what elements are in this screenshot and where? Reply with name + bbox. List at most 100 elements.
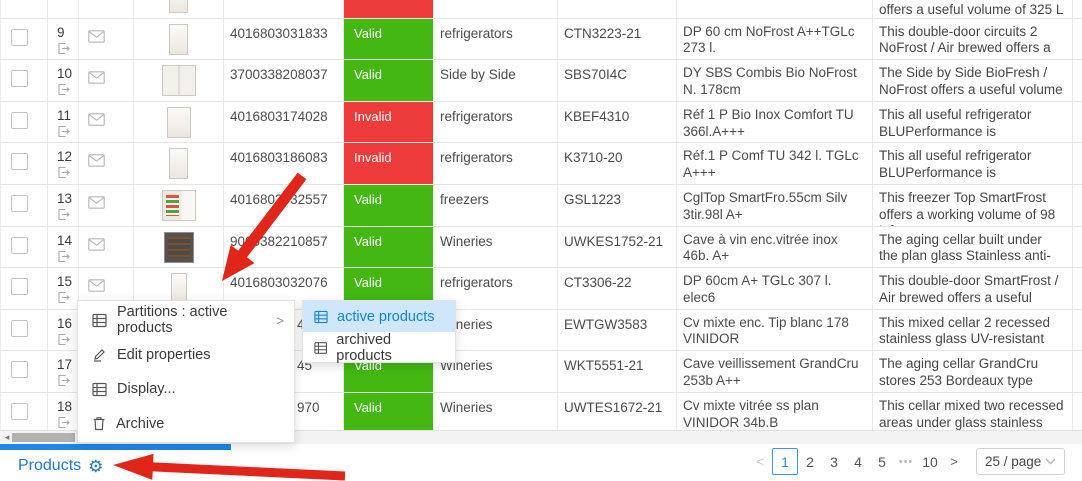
long-description-cell: This all useful refrigerator BLUPerforma… xyxy=(873,101,1073,143)
row-number-cell: 14 xyxy=(48,226,79,268)
status-cell: Valid xyxy=(344,18,434,60)
category-cell xyxy=(434,0,558,18)
next-page-button[interactable]: > xyxy=(950,454,958,469)
export-icon[interactable] xyxy=(57,125,70,138)
row-checkbox[interactable] xyxy=(11,153,28,171)
thumbnail-cell xyxy=(134,60,224,101)
row-number-cell: 16 xyxy=(48,309,79,351)
status-cell: Valid xyxy=(344,392,434,434)
export-icon[interactable] xyxy=(57,208,70,221)
long-description-cell: This cellar mixed two recessed areas und… xyxy=(873,392,1073,434)
export-icon[interactable] xyxy=(57,42,70,55)
page-button-1[interactable]: 1 xyxy=(772,448,798,475)
row-number: 17 xyxy=(57,357,73,373)
row-checkbox[interactable] xyxy=(11,28,28,46)
envelope-icon[interactable] xyxy=(88,29,105,43)
row-checkbox[interactable] xyxy=(11,402,28,420)
pencil-icon xyxy=(94,349,105,362)
table-row: 10 3700338208037 Valid Side by Side SBS7… xyxy=(1,60,1082,102)
table-row: 14 9005382210857 Valid Wineries UWKES175… xyxy=(1,226,1082,269)
ellipsis-icon[interactable]: ••• xyxy=(898,455,914,468)
row-number: 18 xyxy=(57,398,73,414)
product-thumbnail[interactable] xyxy=(169,0,188,13)
description-cell xyxy=(677,0,873,18)
description-cell: Réf.1 P Comf TU 342 l. TGLc A+++ xyxy=(677,143,873,184)
product-thumbnail[interactable] xyxy=(166,106,191,138)
envelope-icon[interactable] xyxy=(88,113,105,126)
row-checkbox[interactable] xyxy=(11,70,28,88)
prev-page-button[interactable]: < xyxy=(756,454,764,469)
product-thumbnail[interactable] xyxy=(169,23,188,55)
long-description-cell: offers a useful volume of 325 L to a xyxy=(873,0,1073,18)
row-checkbox[interactable] xyxy=(11,194,28,212)
footer-bar: Products ⚙ < 1 2 3 4 5 ••• 10 > 25 / pag… xyxy=(0,444,1082,481)
export-icon[interactable] xyxy=(57,374,70,387)
export-icon[interactable] xyxy=(57,250,70,263)
products-label[interactable]: Products xyxy=(18,457,82,474)
product-thumbnail[interactable] xyxy=(161,189,196,221)
product-thumbnail[interactable] xyxy=(169,148,188,180)
chevron-right-icon: > xyxy=(276,312,284,328)
page-button-5[interactable]: 5 xyxy=(878,453,886,470)
export-icon[interactable] xyxy=(57,333,70,346)
table-icon xyxy=(314,341,327,354)
thumbnail-cell xyxy=(134,0,224,18)
row-number: 15 xyxy=(57,274,73,290)
context-menu: Partitions : active products > Edit prop… xyxy=(77,300,295,443)
gear-icon[interactable]: ⚙ xyxy=(88,456,104,476)
row-select-cell xyxy=(1,101,48,143)
status-badge: Valid xyxy=(344,226,433,268)
envelope-icon[interactable] xyxy=(88,71,105,84)
row-number: 10 xyxy=(57,66,73,82)
scrollbar-thumb[interactable] xyxy=(12,433,75,442)
row-checkbox[interactable] xyxy=(11,111,28,129)
row-checkbox[interactable] xyxy=(11,361,28,379)
table-icon xyxy=(92,382,107,396)
scroll-left-button[interactable]: ◂ xyxy=(4,432,10,442)
long-description-cell: This double-door SmartFrost / Air brewed… xyxy=(873,268,1073,309)
export-icon[interactable] xyxy=(57,83,70,96)
status-badge: Valid xyxy=(344,18,433,60)
envelope-icon[interactable] xyxy=(88,237,105,251)
menu-item-edit-properties[interactable]: Edit properties xyxy=(78,338,294,373)
row-checkbox[interactable] xyxy=(11,319,28,337)
submenu-item-active-products[interactable]: active products xyxy=(303,301,455,332)
export-icon[interactable] xyxy=(57,416,70,429)
submenu-item-label: archived products xyxy=(336,331,392,364)
category-cell: Wineries xyxy=(434,392,558,434)
clipped-column xyxy=(1073,19,1082,60)
barcode-cell: 970 xyxy=(224,392,344,434)
clipped-column xyxy=(1073,268,1082,309)
submenu-item-archived-products[interactable]: archived products xyxy=(303,331,455,364)
page-button-4[interactable]: 4 xyxy=(854,453,862,470)
product-code-cell xyxy=(558,0,677,18)
envelope-icon[interactable] xyxy=(88,196,105,209)
tab-products[interactable]: Products ⚙ xyxy=(18,457,103,475)
export-icon[interactable] xyxy=(57,166,70,179)
product-thumbnail[interactable] xyxy=(161,65,196,97)
thumbnail-cell xyxy=(134,101,224,143)
thumbnail-cell xyxy=(134,18,224,60)
product-code-cell: WKT5551-21 xyxy=(558,351,677,392)
product-code-cell: CT3306-22 xyxy=(558,268,677,309)
page-button-10[interactable]: 10 xyxy=(922,453,938,470)
menu-item-partitions[interactable]: Partitions : active products > xyxy=(78,303,294,338)
barcode-cell: 4016803031833 xyxy=(224,18,344,60)
barcode-cell: 9005382210857 xyxy=(224,226,344,268)
envelope-icon[interactable] xyxy=(88,154,105,168)
row-number: 9 xyxy=(57,24,65,40)
menu-item-archive[interactable]: Archive xyxy=(78,407,294,442)
product-thumbnail[interactable] xyxy=(170,273,187,304)
row-checkbox[interactable] xyxy=(11,236,28,254)
page-size-select[interactable]: 25 / page xyxy=(976,448,1065,475)
export-icon[interactable] xyxy=(57,291,70,304)
barcode-cell xyxy=(224,0,344,18)
product-thumbnail[interactable] xyxy=(163,231,194,263)
envelope-icon[interactable] xyxy=(88,279,105,292)
page-button-2[interactable]: 2 xyxy=(806,453,814,470)
menu-item-display[interactable]: Display... xyxy=(78,372,294,407)
mail-cell xyxy=(79,0,134,18)
row-checkbox[interactable] xyxy=(11,278,28,296)
page-button-3[interactable]: 3 xyxy=(830,453,838,470)
submenu-item-label: active products xyxy=(337,308,435,325)
